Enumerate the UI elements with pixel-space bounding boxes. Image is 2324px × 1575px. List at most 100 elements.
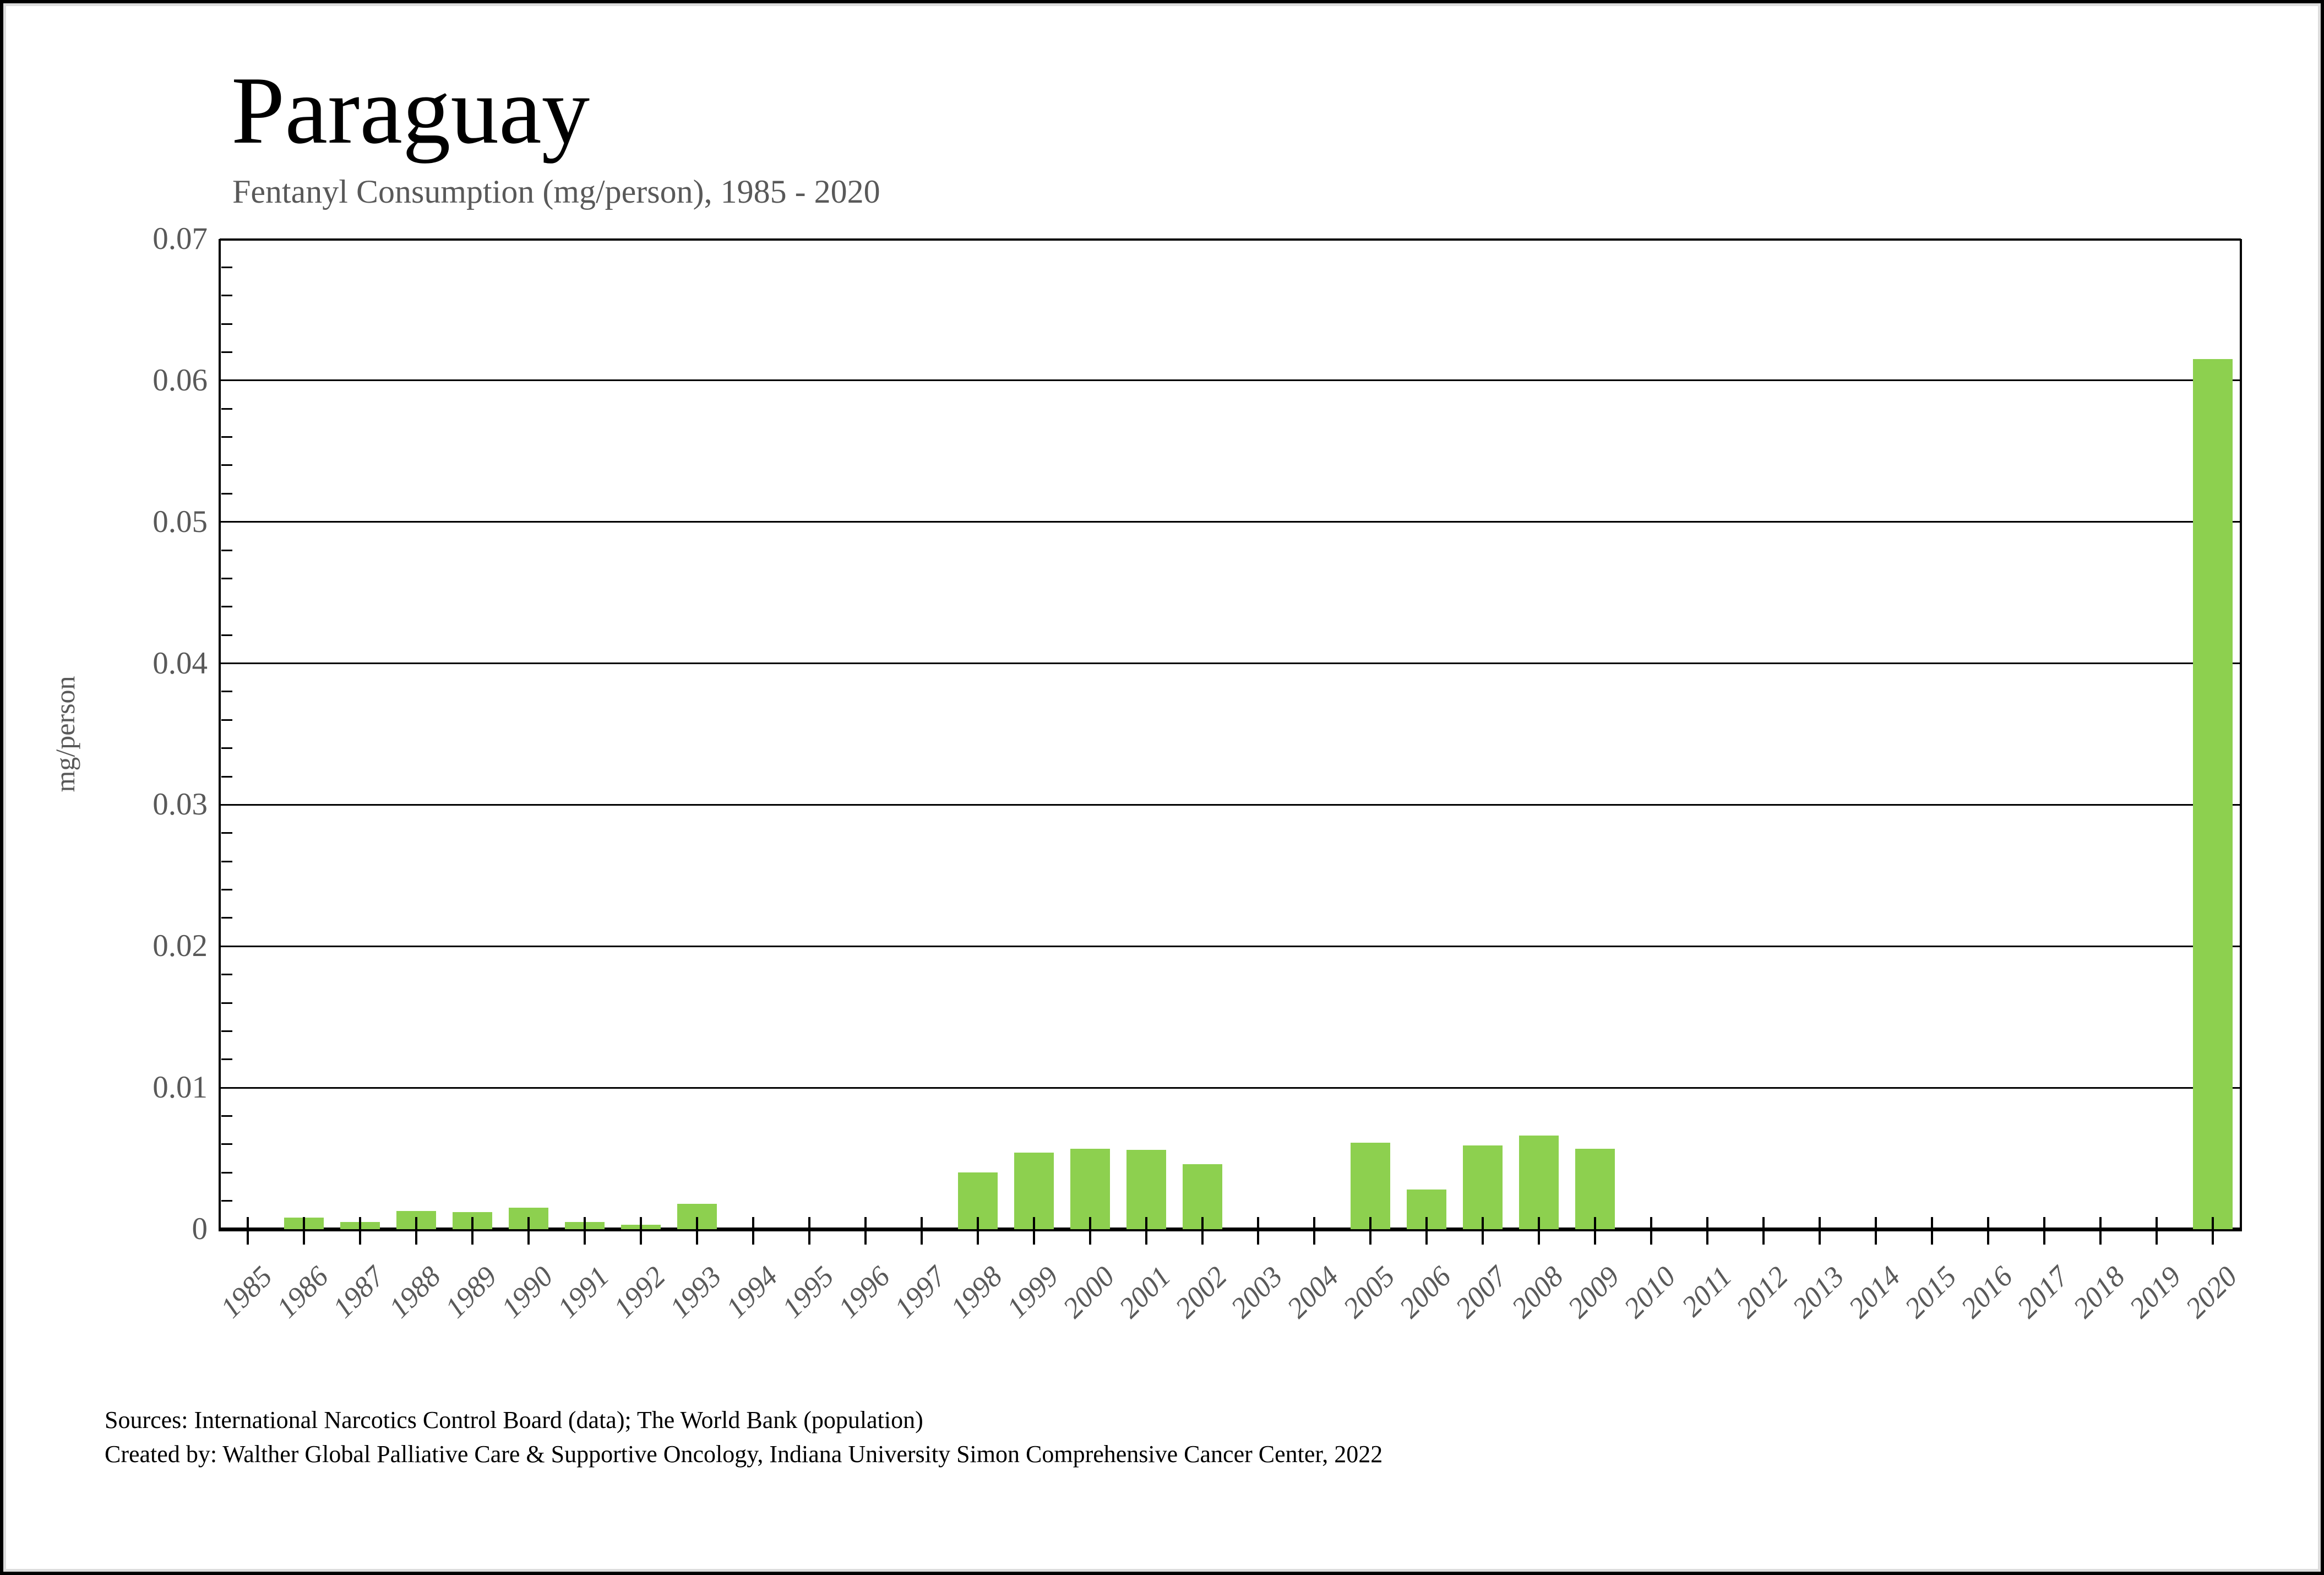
y-minor-tick [221,606,232,608]
y-minor-tick [221,492,232,495]
y-minor-tick [221,1200,232,1202]
x-tick-label-2010: 2010 [1618,1260,1683,1324]
x-tick-2009 [1594,1217,1597,1245]
y-minor-tick [221,408,232,410]
x-tick-2012 [1762,1217,1765,1245]
y-minor-tick [221,974,232,976]
x-tick-label-2004: 2004 [1281,1260,1346,1324]
bar-2005 [1351,1143,1391,1229]
x-tick-label-2019: 2019 [2123,1260,2187,1324]
y-minor-tick [221,860,232,862]
x-tick-2005 [1369,1217,1372,1245]
x-tick-1998 [976,1217,979,1245]
x-tick-label-1996: 1996 [832,1260,896,1324]
y-axis-title: mg/person [50,676,80,792]
x-tick-label-2007: 2007 [1450,1260,1514,1324]
y-tick-label-0.07: 0.07 [153,221,208,256]
x-tick-label-1986: 1986 [270,1260,335,1324]
x-tick-label-1999: 1999 [1000,1260,1065,1324]
x-tick-label-1989: 1989 [439,1260,503,1324]
y-minor-tick [221,775,232,778]
x-tick-label-1990: 1990 [495,1260,559,1324]
y-tick-label-0.05: 0.05 [153,504,208,539]
plot-right-border [2240,239,2242,1231]
bar-2008 [1519,1136,1559,1229]
x-tick-1990 [527,1217,530,1245]
bar-1999 [1014,1153,1054,1229]
x-tick-2003 [1257,1217,1260,1245]
bar-2007 [1463,1145,1503,1229]
x-tick-1987 [358,1217,361,1245]
x-tick-label-2011: 2011 [1675,1260,1738,1323]
x-tick-2007 [1482,1217,1484,1245]
x-tick-label-2009: 2009 [1562,1260,1626,1324]
y-tick-label-0: 0 [192,1212,208,1246]
x-tick-1991 [583,1217,586,1245]
x-tick-label-2002: 2002 [1169,1260,1233,1324]
x-tick-1995 [808,1217,810,1245]
y-tick-label-0.04: 0.04 [153,645,208,681]
x-tick-2010 [1650,1217,1653,1245]
x-tick-1989 [471,1217,473,1245]
y-minor-tick [221,549,232,551]
x-tick-2014 [1875,1217,1877,1245]
gridline-0.02 [220,945,2241,947]
x-tick-label-1994: 1994 [720,1260,784,1324]
x-tick-label-1995: 1995 [776,1260,840,1324]
x-tick-label-2001: 2001 [1113,1260,1177,1324]
gridline-0.03 [220,803,2241,806]
chart-title: Paraguay [231,57,590,164]
y-minor-tick [221,464,232,466]
x-tick-2002 [1201,1217,1204,1245]
bar-2009 [1575,1148,1615,1229]
x-tick-label-1997: 1997 [888,1260,953,1324]
y-minor-tick [221,634,232,636]
x-tick-label-2013: 2013 [1786,1260,1851,1324]
gridline-0.06 [220,379,2241,382]
x-tick-label-2020: 2020 [2179,1260,2244,1324]
x-tick-2015 [1931,1217,1934,1245]
x-tick-2016 [1987,1217,1990,1245]
x-tick-label-2016: 2016 [1955,1260,2019,1324]
y-minor-tick [221,1002,232,1004]
y-tick-label-0.03: 0.03 [153,787,208,822]
y-minor-tick [221,691,232,693]
x-tick-2000 [1088,1217,1091,1245]
x-tick-1994 [752,1217,754,1245]
x-tick-2019 [2156,1217,2158,1245]
bar-2001 [1126,1150,1166,1229]
x-tick-label-1992: 1992 [607,1260,672,1324]
chart-subtitle: Fentanyl Consumption (mg/person), 1985 -… [232,173,880,210]
x-tick-1996 [864,1217,867,1245]
x-tick-label-2014: 2014 [1842,1260,1907,1324]
x-axis-line [219,1228,2242,1231]
x-tick-1986 [302,1217,305,1245]
y-minor-tick [221,1058,232,1061]
x-tick-2001 [1145,1217,1147,1245]
x-tick-2018 [2099,1217,2102,1245]
x-tick-1985 [246,1217,249,1245]
x-tick-label-2000: 2000 [1057,1260,1121,1324]
x-tick-2006 [1425,1217,1428,1245]
x-tick-label-2005: 2005 [1337,1260,1402,1324]
y-minor-tick [221,719,232,721]
x-tick-label-2015: 2015 [1898,1260,1963,1324]
y-minor-tick [221,266,232,268]
x-tick-label-2018: 2018 [2067,1260,2131,1324]
x-tick-label-1991: 1991 [551,1260,616,1324]
x-tick-label-1998: 1998 [944,1260,1009,1324]
x-tick-label-2003: 2003 [1225,1260,1289,1324]
x-tick-label-1993: 1993 [663,1260,728,1324]
footer-credit: Created by: Walther Global Palliative Ca… [105,1441,1383,1468]
x-tick-2017 [2043,1217,2046,1245]
x-tick-1997 [920,1217,923,1245]
y-tick-label-0.01: 0.01 [153,1070,208,1105]
y-minor-tick [221,351,232,353]
gridline-0.04 [220,662,2241,665]
x-tick-2004 [1313,1217,1316,1245]
y-axis-line [219,239,221,1231]
x-tick-2011 [1706,1217,1709,1245]
x-tick-2008 [1538,1217,1541,1245]
y-minor-tick [221,1115,232,1117]
